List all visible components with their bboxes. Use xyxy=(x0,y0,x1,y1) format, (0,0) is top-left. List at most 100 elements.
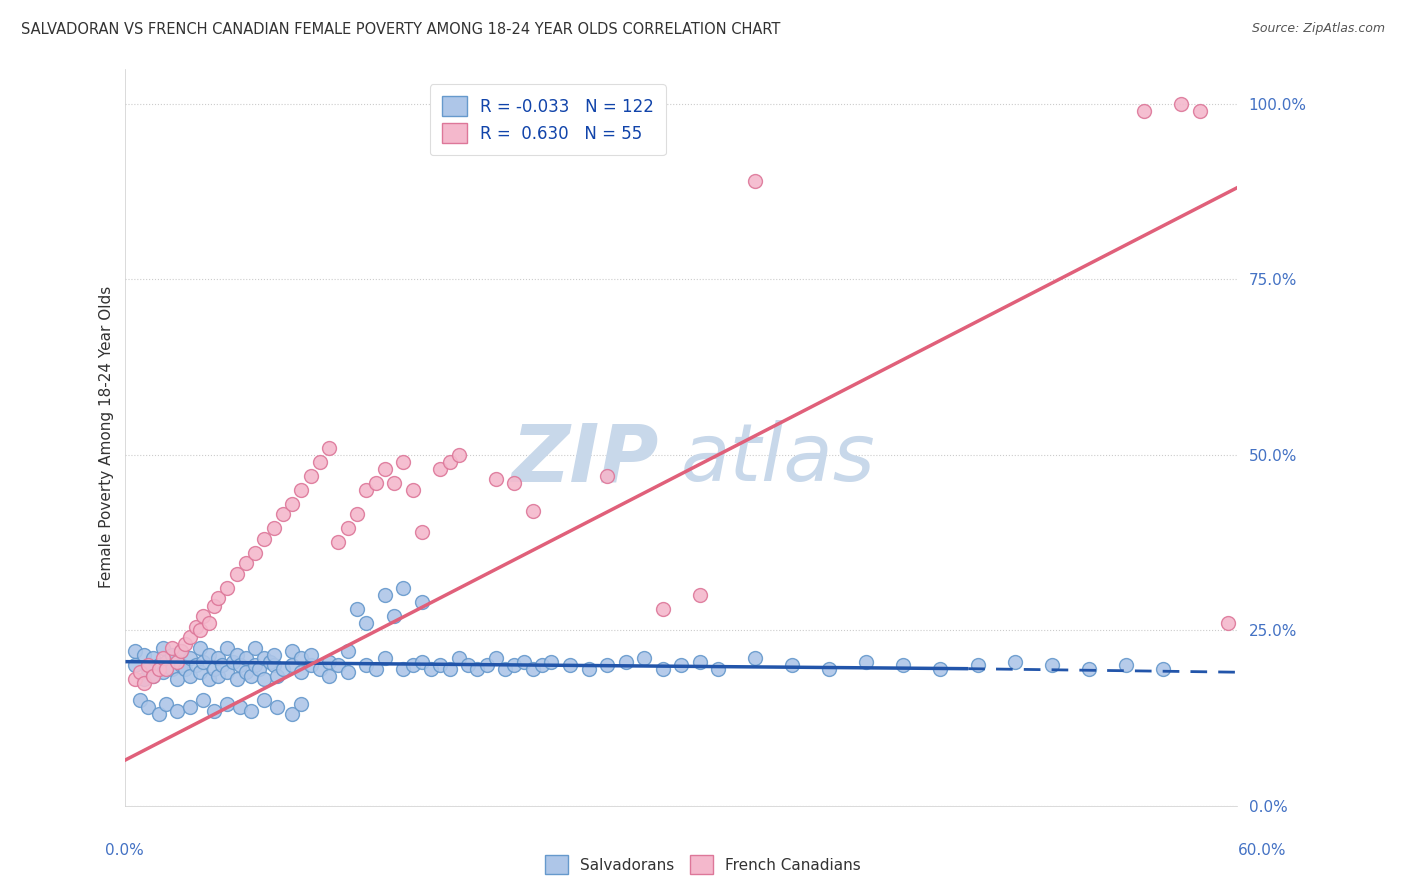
Point xyxy=(207,591,229,606)
Point xyxy=(170,644,193,658)
Point xyxy=(243,546,266,560)
Point xyxy=(457,658,479,673)
Point xyxy=(253,532,276,546)
Point xyxy=(633,651,655,665)
Point xyxy=(392,581,415,595)
Point xyxy=(266,700,288,714)
Point xyxy=(336,665,359,680)
Point xyxy=(222,655,245,669)
Point xyxy=(142,669,165,683)
Point xyxy=(614,655,637,669)
Text: ZIP: ZIP xyxy=(512,420,659,498)
Point xyxy=(217,640,239,655)
Point xyxy=(240,704,263,718)
Point xyxy=(155,662,177,676)
Point xyxy=(202,704,225,718)
Point xyxy=(411,655,433,669)
Point xyxy=(485,651,508,665)
Point xyxy=(259,655,281,669)
Point xyxy=(179,630,201,644)
Point xyxy=(893,658,915,673)
Point xyxy=(1152,662,1174,676)
Point xyxy=(160,648,183,662)
Point xyxy=(170,658,193,673)
Point xyxy=(429,461,451,475)
Point xyxy=(744,174,766,188)
Point xyxy=(253,651,276,665)
Point xyxy=(596,658,619,673)
Point xyxy=(198,672,221,686)
Point xyxy=(202,662,225,676)
Point xyxy=(356,658,378,673)
Point xyxy=(271,508,294,522)
Point xyxy=(401,658,423,673)
Text: Source: ZipAtlas.com: Source: ZipAtlas.com xyxy=(1251,22,1385,36)
Text: atlas: atlas xyxy=(681,420,876,498)
Point xyxy=(439,454,461,468)
Point xyxy=(160,640,183,655)
Point xyxy=(494,662,516,676)
Point xyxy=(148,662,170,676)
Point xyxy=(266,669,288,683)
Point xyxy=(356,615,378,630)
Point xyxy=(124,644,146,658)
Point xyxy=(235,557,257,571)
Point xyxy=(160,662,183,676)
Point xyxy=(198,615,221,630)
Point xyxy=(136,700,159,714)
Point xyxy=(290,483,312,497)
Point xyxy=(211,658,233,673)
Point xyxy=(401,483,423,497)
Point xyxy=(235,651,257,665)
Point xyxy=(299,468,322,483)
Point xyxy=(374,651,396,665)
Point xyxy=(558,658,581,673)
Point xyxy=(356,483,378,497)
Point xyxy=(235,665,257,680)
Point xyxy=(152,640,174,655)
Point xyxy=(522,504,544,518)
Point xyxy=(253,693,276,707)
Point xyxy=(132,675,155,690)
Point xyxy=(1077,662,1099,676)
Point xyxy=(596,468,619,483)
Point xyxy=(318,441,340,455)
Point xyxy=(281,658,304,673)
Point xyxy=(184,658,207,673)
Point xyxy=(184,619,207,633)
Point xyxy=(243,640,266,655)
Point xyxy=(263,648,285,662)
Text: 0.0%: 0.0% xyxy=(105,843,145,858)
Point xyxy=(929,662,952,676)
Point xyxy=(166,704,188,718)
Point xyxy=(336,521,359,535)
Text: 60.0%: 60.0% xyxy=(1239,843,1286,858)
Point xyxy=(818,662,841,676)
Point xyxy=(202,599,225,613)
Point xyxy=(346,508,368,522)
Point xyxy=(166,672,188,686)
Point xyxy=(129,665,152,680)
Point xyxy=(152,651,174,665)
Point xyxy=(540,655,562,669)
Point xyxy=(188,640,211,655)
Point xyxy=(651,602,673,616)
Point xyxy=(336,644,359,658)
Point xyxy=(485,472,508,486)
Point xyxy=(346,602,368,616)
Point xyxy=(193,655,215,669)
Point xyxy=(217,581,239,595)
Point xyxy=(263,521,285,535)
Point xyxy=(707,662,730,676)
Point xyxy=(420,662,443,676)
Point xyxy=(364,662,387,676)
Point xyxy=(170,644,193,658)
Point xyxy=(1115,658,1137,673)
Point xyxy=(193,693,215,707)
Point xyxy=(447,448,470,462)
Point xyxy=(1216,615,1239,630)
Point xyxy=(188,665,211,680)
Point xyxy=(179,700,201,714)
Point xyxy=(281,497,304,511)
Point xyxy=(503,658,526,673)
